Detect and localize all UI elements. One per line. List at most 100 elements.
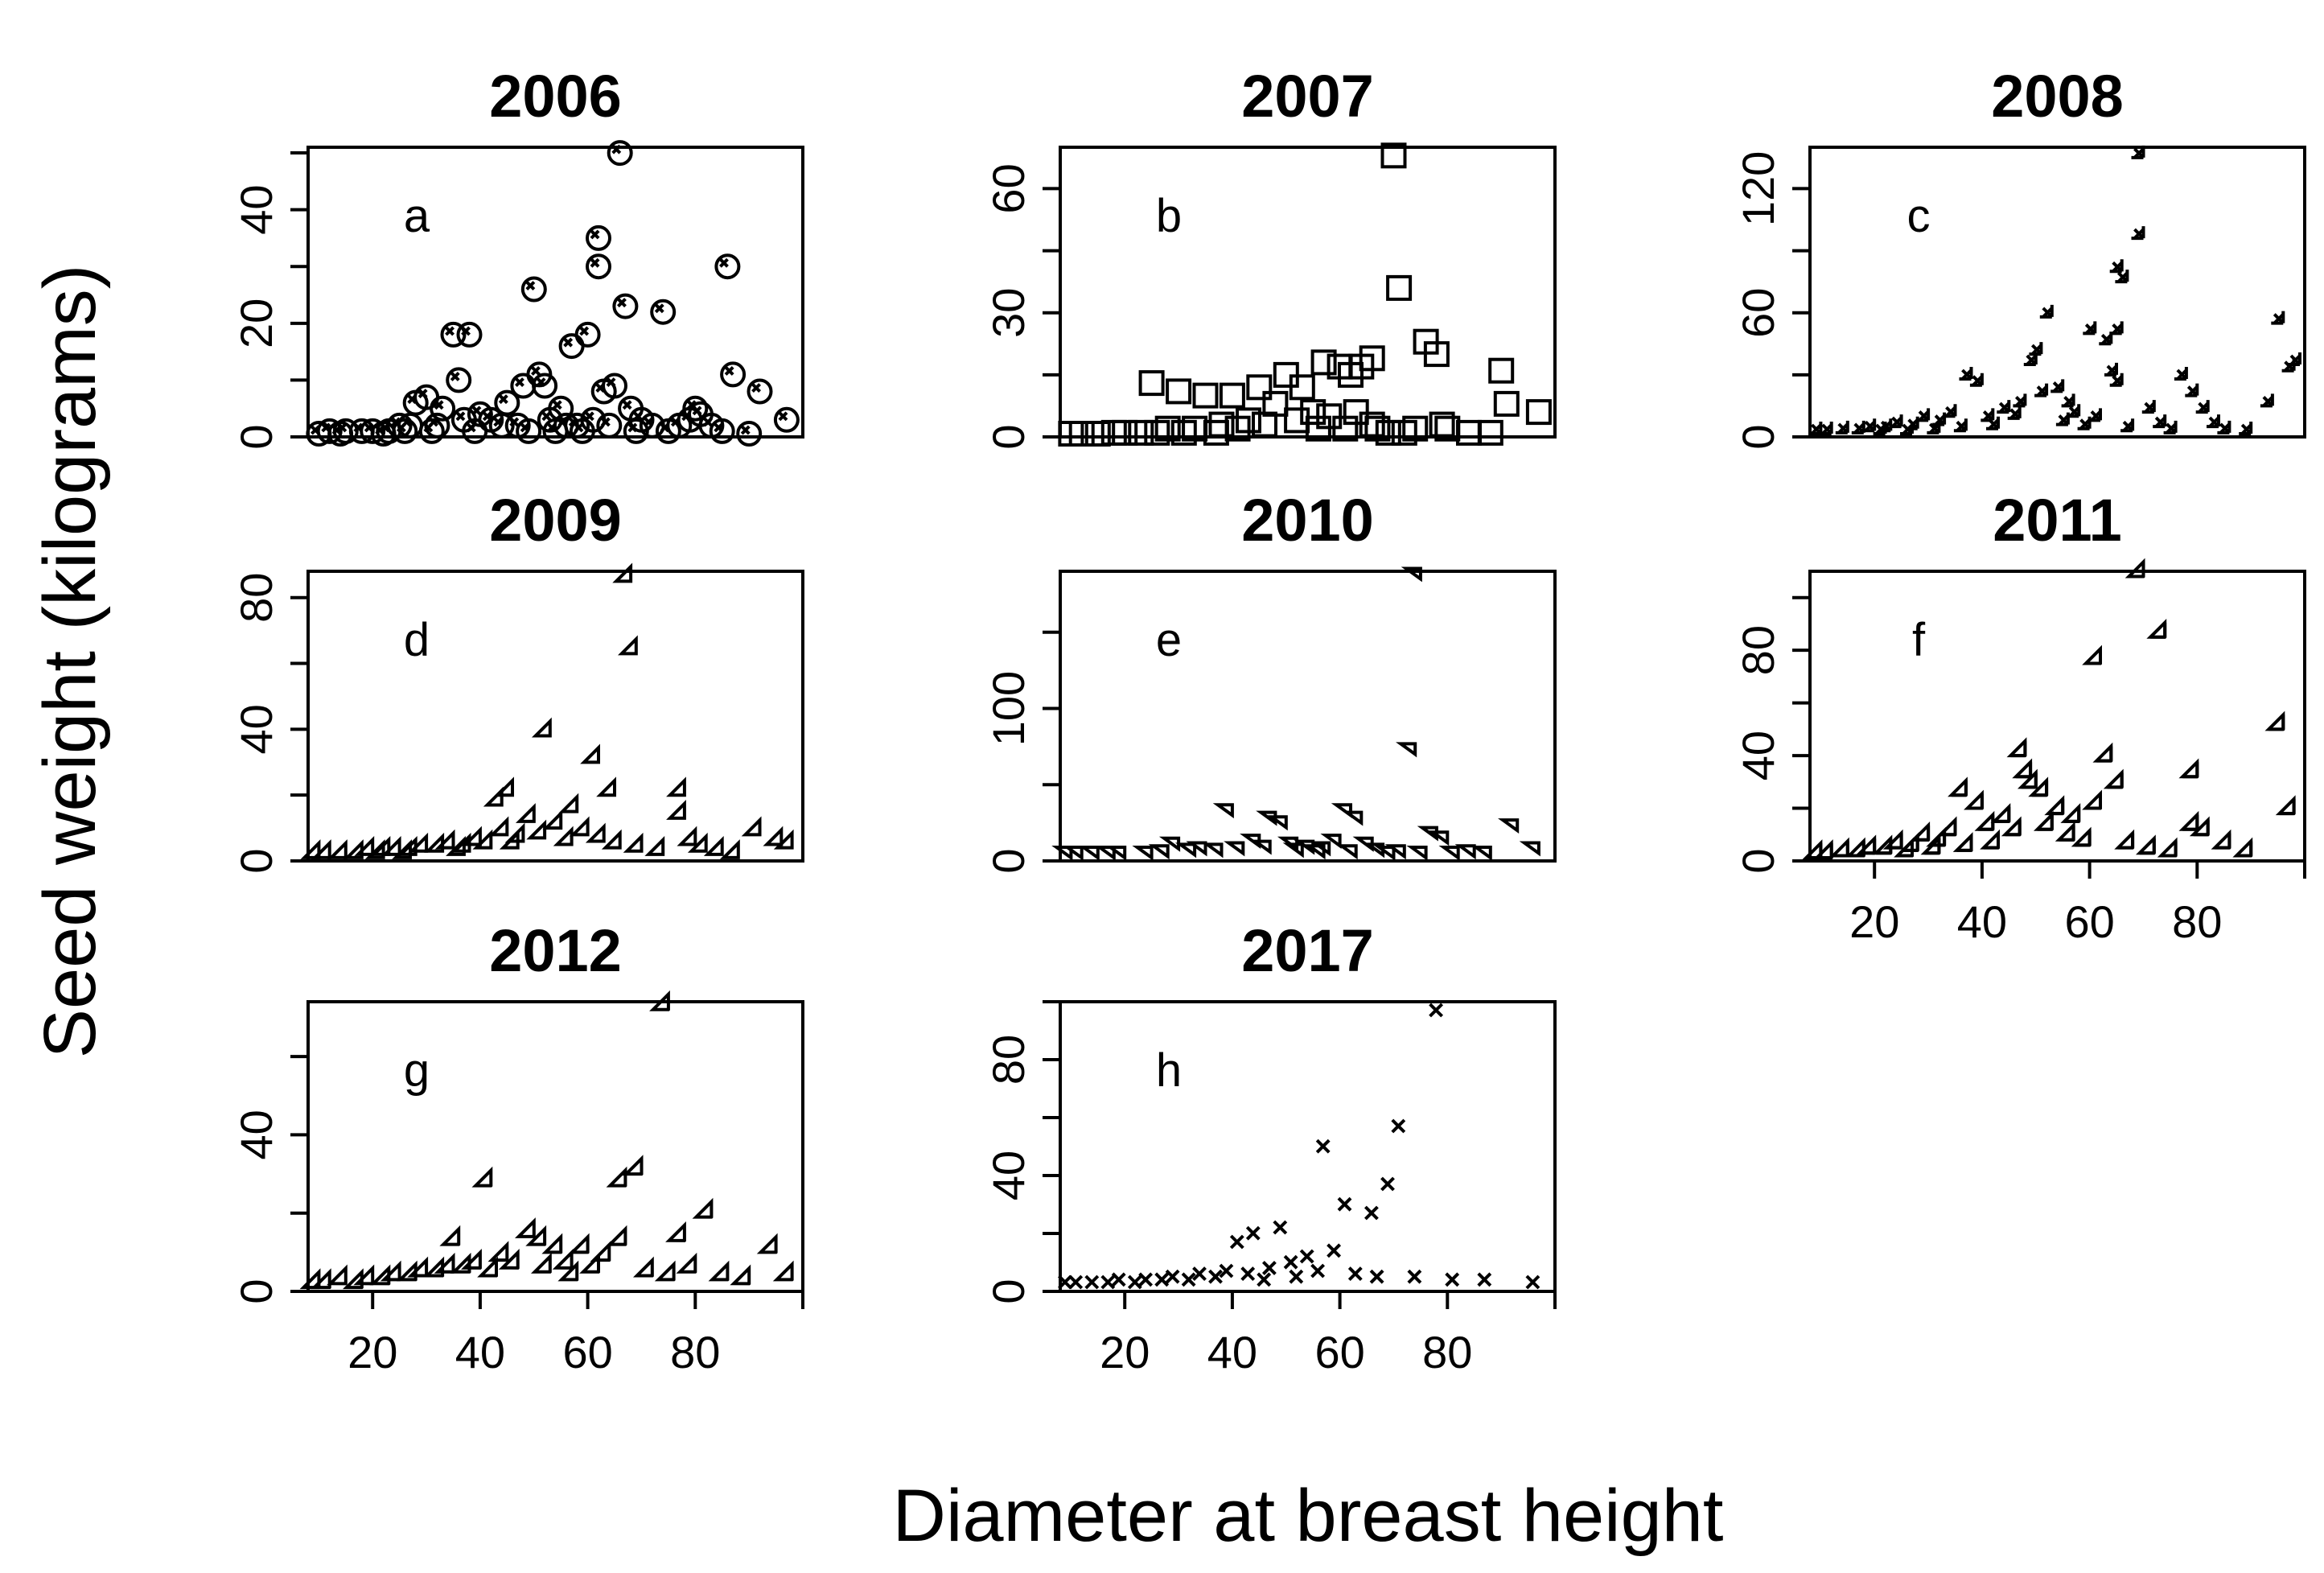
data-point — [1438, 846, 1460, 861]
data-point — [2077, 416, 2092, 430]
data-point — [2153, 414, 2167, 429]
data-point — [1894, 837, 1915, 858]
data-point — [487, 1241, 509, 1262]
data-point — [1310, 841, 1331, 857]
data-point — [1128, 419, 1154, 446]
x-axis-title: Diameter at breast height — [893, 1475, 1724, 1557]
data-point — [1100, 1274, 1116, 1290]
data-point — [2092, 742, 2113, 763]
data-point — [719, 839, 740, 859]
data-point — [1138, 1272, 1154, 1287]
data-point — [354, 835, 375, 856]
data-point — [380, 835, 401, 856]
data-point — [1336, 844, 1358, 860]
data-point — [1364, 1205, 1379, 1221]
data-point — [580, 743, 601, 764]
data-point — [1305, 415, 1331, 442]
panel-letter: f — [1912, 614, 1926, 666]
data-point — [1498, 818, 1520, 834]
data-point — [1132, 846, 1154, 861]
data-point — [2061, 393, 2075, 408]
x-tick-label: 60 — [562, 1327, 612, 1377]
data-point — [1429, 1003, 1444, 1018]
data-point — [1068, 1274, 1084, 1290]
data-point — [1384, 844, 1406, 860]
data-point — [1391, 419, 1417, 446]
data-point — [2271, 311, 2285, 325]
data-point — [666, 776, 686, 797]
data-point — [1084, 1274, 1100, 1290]
data-point — [1203, 419, 1229, 446]
data-point — [423, 1256, 445, 1278]
data-point — [1224, 841, 1245, 857]
data-point — [408, 832, 429, 853]
data-point — [1525, 399, 1552, 426]
data-point — [590, 378, 617, 405]
data-point — [2157, 837, 2178, 858]
data-point — [310, 1268, 331, 1290]
data-point — [1386, 274, 1413, 301]
data-point — [1872, 834, 1893, 855]
panel-2012: 2012 g 0 40 20 40 60 80 — [231, 917, 804, 1377]
data-point — [586, 224, 611, 251]
data-point — [2189, 816, 2210, 837]
data-point — [1952, 832, 1973, 852]
data-point — [1219, 1263, 1234, 1279]
data-point — [558, 793, 579, 813]
data-point — [2071, 826, 2092, 847]
data-point — [1916, 408, 1931, 422]
data-point — [462, 826, 482, 846]
data-point — [665, 1221, 686, 1242]
data-point — [531, 717, 552, 738]
data-point — [2275, 795, 2296, 816]
data-point — [488, 816, 509, 837]
panel-title: 2011 — [1993, 487, 2122, 554]
panel-letter: g — [404, 1044, 430, 1097]
data-point — [1981, 408, 1995, 422]
data-point — [2067, 404, 2081, 418]
plot-frame — [1059, 1000, 1557, 1293]
data-point — [1062, 846, 1084, 861]
panel-2007: 2007 b 0 30 60 — [983, 63, 1557, 450]
data-point — [1105, 846, 1127, 861]
data-point — [553, 826, 574, 846]
data-point — [2103, 768, 2124, 789]
data-point — [1252, 411, 1277, 438]
data-point — [1282, 842, 1304, 859]
data-point — [1332, 415, 1359, 442]
data-point — [612, 562, 633, 583]
data-point — [1284, 407, 1310, 434]
data-point — [585, 822, 606, 843]
data-point — [2288, 352, 2301, 366]
data-point — [434, 829, 455, 850]
x-tick-label: 80 — [2172, 896, 2222, 947]
data-point — [1100, 419, 1127, 446]
data-point — [579, 1252, 601, 1274]
data-point — [1240, 1266, 1256, 1282]
data-point — [632, 1256, 654, 1278]
data-point — [1144, 419, 1170, 446]
data-point — [596, 412, 623, 439]
plot-frame — [1808, 570, 2306, 863]
data-point — [2050, 379, 2065, 393]
panel-letter: d — [404, 614, 430, 666]
data-point — [327, 839, 348, 859]
data-point — [2104, 362, 2118, 377]
data-point — [1084, 421, 1111, 447]
data-point — [494, 776, 515, 797]
data-point — [471, 1166, 493, 1188]
data-point — [1229, 1234, 1244, 1250]
y-tick-label: 80 — [1733, 625, 1783, 675]
data-point — [2114, 829, 2135, 850]
plot-frame — [306, 1000, 804, 1293]
data-point — [1304, 844, 1326, 860]
data-point — [1170, 419, 1197, 446]
data-point — [1819, 422, 1833, 435]
data-point — [649, 990, 670, 1011]
data-point — [2178, 758, 2199, 779]
data-point — [1310, 349, 1337, 376]
data-point — [1057, 1274, 1072, 1290]
data-point — [2264, 710, 2285, 731]
data-point — [1154, 1272, 1170, 1287]
data-point — [1808, 422, 1823, 435]
